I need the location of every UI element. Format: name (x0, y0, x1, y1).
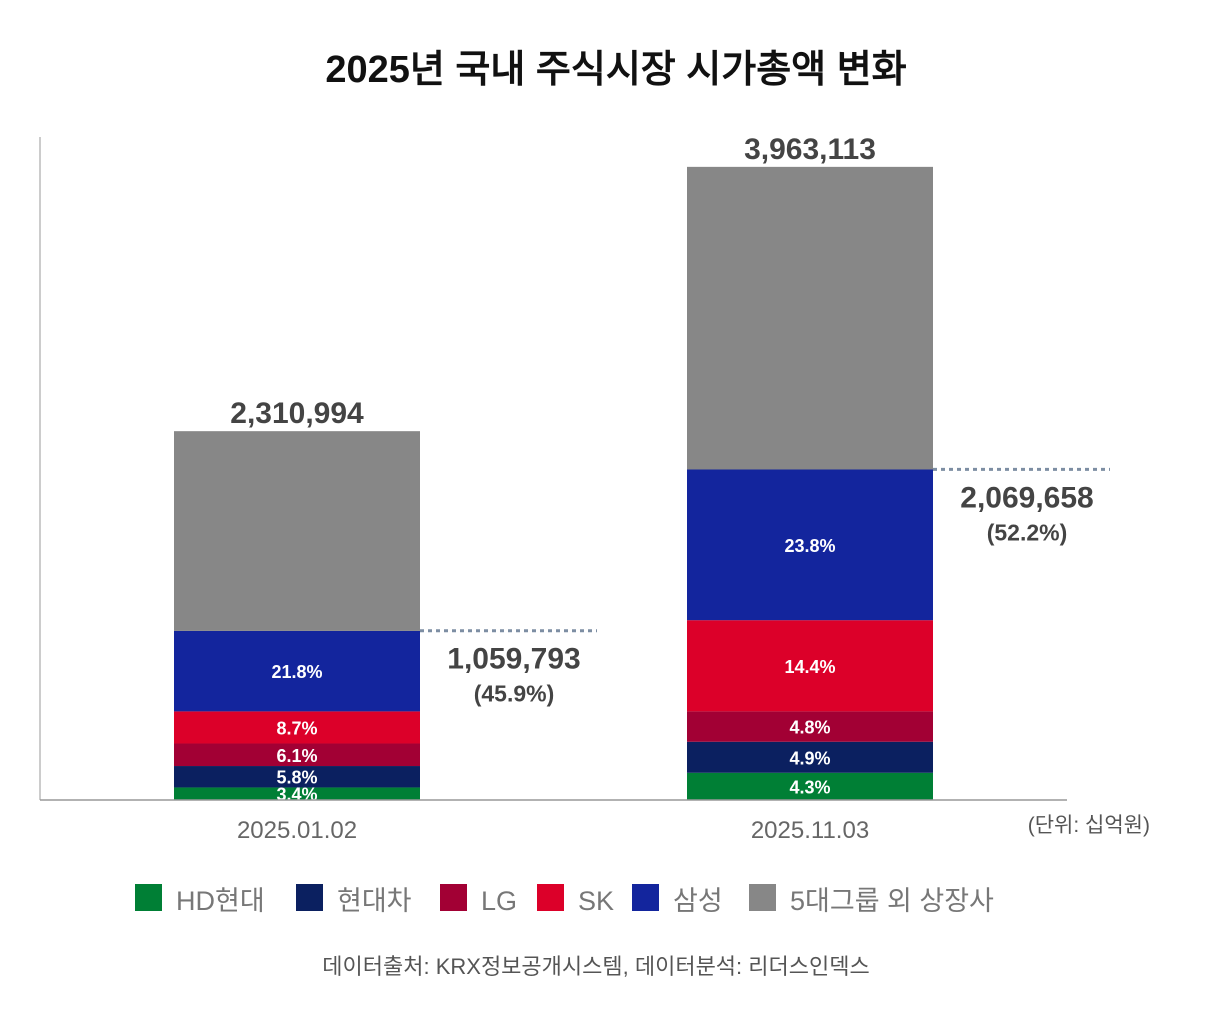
source-note: 데이터출처: KRX정보공개시스템, 데이터분석: 리더스인덱스 (322, 954, 869, 979)
segment-label: 14.4% (784, 657, 835, 677)
bar-segment (174, 711, 420, 744)
chart-title: 2025년 국내 주식시장 시가총액 변화 (325, 49, 906, 91)
legend-swatch (296, 884, 323, 911)
segment-label: 23.8% (784, 536, 835, 556)
bar-segment (687, 469, 933, 621)
segment-label: 6.1% (276, 746, 317, 766)
group-total-label: 1,059,793 (447, 643, 580, 676)
segment-label: 21.8% (271, 662, 322, 682)
bar-segment (174, 787, 420, 800)
bar-segment (687, 620, 933, 712)
bar-segment (687, 166, 933, 470)
group-share-label: (45.9%) (474, 681, 555, 707)
group-total-label: 2,069,658 (960, 481, 1093, 514)
bar-segment (174, 766, 420, 788)
bar-segment (174, 743, 420, 767)
legend-label: 삼성 (673, 886, 723, 916)
total-label: 3,963,113 (744, 133, 876, 166)
unit-label: (단위: 십억원) (1028, 814, 1150, 837)
segment-label: 4.3% (789, 777, 830, 797)
legend-label: HD현대 (176, 886, 265, 916)
segment-label: 8.7% (276, 718, 317, 738)
bar-segment (174, 630, 420, 712)
x-tick-label: 2025.11.03 (751, 817, 869, 844)
bar-segment (687, 741, 933, 773)
x-tick-label: 2025.01.02 (237, 817, 357, 844)
legend-swatch (632, 884, 659, 911)
legend-label: SK (578, 886, 614, 916)
legend: HD현대 현대차 LG SK 삼성 5대그룹 외 상장사 (135, 884, 994, 916)
bar-segment (687, 711, 933, 742)
legend-swatch (537, 884, 564, 911)
segment-label: 4.9% (789, 748, 830, 768)
legend-label: LG (481, 886, 517, 916)
legend-label: 5대그룹 외 상장사 (790, 886, 994, 916)
group-share-label: (52.2%) (987, 519, 1068, 545)
bar-segment (174, 431, 420, 631)
total-label: 2,310,994 (230, 397, 364, 430)
legend-swatch (440, 884, 467, 911)
segment-label: 5.8% (276, 768, 317, 788)
segment-label: 4.8% (789, 718, 830, 738)
legend-swatch (135, 884, 162, 911)
legend-swatch (749, 884, 776, 911)
legend-label: 현대차 (337, 886, 412, 916)
bar-segment (687, 772, 933, 800)
